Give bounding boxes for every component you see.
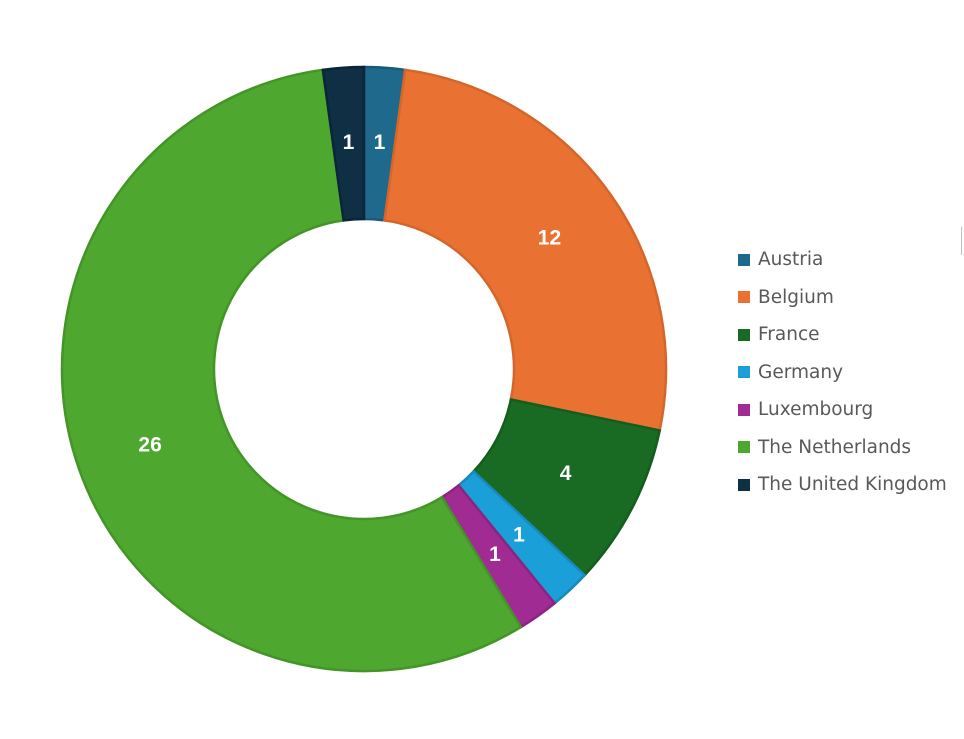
legend-item-the-netherlands: The Netherlands xyxy=(738,429,947,467)
data-label-the-netherlands: 26 xyxy=(138,434,161,457)
legend-label: The United Kingdom xyxy=(758,474,947,496)
data-label-france: 4 xyxy=(560,462,572,485)
legend-label: Belgium xyxy=(758,286,834,308)
legend-item-belgium: Belgium xyxy=(738,279,947,317)
legend-swatch xyxy=(738,441,750,454)
data-label-germany: 1 xyxy=(513,523,525,546)
legend-swatch xyxy=(738,403,750,416)
slice-the-netherlands xyxy=(60,68,523,673)
legend-swatch xyxy=(738,328,750,341)
legend-item-austria: Austria xyxy=(738,241,947,279)
legend-item-germany: Germany xyxy=(738,354,947,392)
data-label-belgium: 12 xyxy=(538,227,561,250)
legend-item-france: France xyxy=(738,316,947,354)
legend-item-the-united-kingdom: The United Kingdom xyxy=(738,466,947,504)
data-label-luxembourg: 1 xyxy=(489,543,501,566)
data-label-austria: 1 xyxy=(374,131,386,154)
legend-label: The Netherlands xyxy=(758,436,912,458)
legend-label: Luxembourg xyxy=(758,399,874,421)
legend-label: France xyxy=(758,324,820,346)
legend: Austria Belgium France Germany Luxembourg The… xyxy=(738,241,947,504)
slices-group xyxy=(60,65,668,673)
legend-label: Germany xyxy=(758,361,844,383)
legend-swatch xyxy=(738,291,750,304)
legend-swatch xyxy=(738,253,750,266)
slice-belgium xyxy=(383,68,668,432)
data-label-the-united-kingdom: 1 xyxy=(343,131,355,154)
legend-swatch xyxy=(738,478,750,491)
window-edge-divider xyxy=(961,227,962,255)
legend-swatch xyxy=(738,366,750,379)
legend-item-luxembourg: Luxembourg xyxy=(738,391,947,429)
legend-label: Austria xyxy=(758,249,824,271)
slice-the-united-kingdom xyxy=(321,65,366,222)
